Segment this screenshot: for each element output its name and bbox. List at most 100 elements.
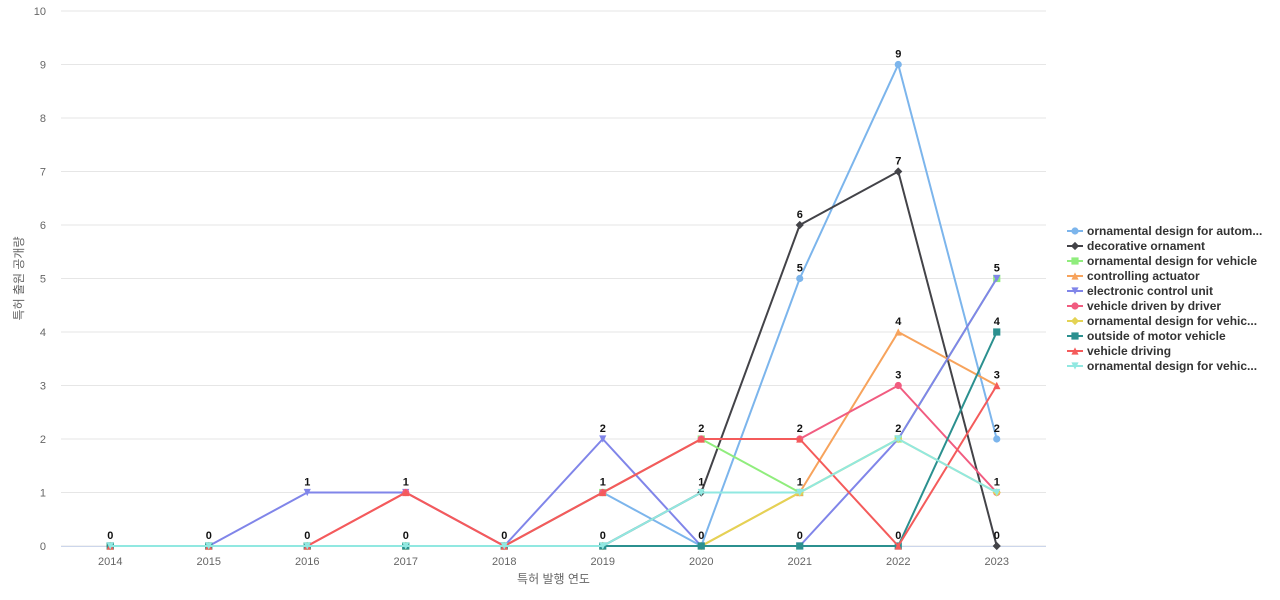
x-tick-label: 2017 [394,556,418,568]
legend-marker-icon [1071,362,1079,370]
y-tick-label: 1 [40,488,46,500]
series-5 [106,274,1001,550]
series-10 [106,435,1001,550]
y-axis: 0 1 2 3 4 5 6 7 8 9 10 [34,6,46,553]
data-point [205,542,213,550]
legend-label: vehicle driving [1087,344,1171,358]
data-point [796,488,804,497]
y-tick-label: 9 [40,60,46,72]
data-point [993,488,1001,497]
data-label: 0 [994,530,1000,542]
data-point [993,274,1001,283]
data-point [500,542,508,550]
data-point [599,542,607,550]
data-point [993,381,1001,390]
legend-label: decorative ornament [1087,239,1205,253]
legend-item[interactable]: ornamental design for vehicle [1067,254,1257,268]
data-label: 0 [698,530,704,542]
y-tick-label: 10 [34,6,46,18]
data-label: 3 [994,370,1000,382]
data-point [796,435,804,443]
data-label: 0 [797,530,803,542]
data-label: 0 [403,530,409,542]
legend-item[interactable]: controlling actuator [1067,269,1200,283]
data-point [894,167,903,176]
data-point [106,542,114,550]
legend-marker-icon [1071,227,1079,235]
data-point [402,542,410,550]
x-tick-label: 2016 [295,556,319,568]
y-tick-label: 6 [40,220,46,232]
data-label: 7 [895,156,901,168]
data-point [993,328,1001,336]
x-tick-label: 2015 [197,556,221,568]
series-line [109,277,998,547]
data-label: 0 [600,530,606,542]
data-label: 5 [994,263,1000,275]
legend-item[interactable]: decorative ornament [1067,239,1205,253]
data-label: 1 [698,477,704,489]
legend-marker-icon [1071,287,1079,295]
legend-item[interactable]: ornamental design for vehic... [1067,359,1257,373]
data-point [993,435,1001,443]
data-label: 2 [698,423,704,435]
y-tick-label: 7 [40,167,46,179]
data-label: 0 [895,530,901,542]
x-tick-label: 2020 [689,556,713,568]
series-line [109,438,998,547]
legend-label: electronic control unit [1087,284,1213,298]
data-point [303,488,311,497]
legend-item[interactable]: electronic control unit [1067,284,1213,298]
legend-item[interactable]: vehicle driving [1067,344,1171,358]
series-line [109,384,998,547]
data-label: 0 [501,530,507,542]
data-label: 2 [797,423,803,435]
x-axis-title: 특허 발행 연도 [517,571,590,586]
data-point [992,541,1001,551]
data-point [894,381,902,390]
data-label: 1 [994,477,1000,489]
data-point [697,542,705,550]
series-line [109,384,998,547]
legend-item[interactable]: ornamental design for autom... [1067,224,1262,238]
y-tick-label: 8 [40,113,46,125]
y-tick-label: 3 [40,381,46,393]
legend-label: ornamental design for autom... [1087,224,1262,238]
legend-label: controlling actuator [1087,269,1200,283]
data-point [894,60,902,69]
legend-item[interactable]: vehicle driven by driver [1067,299,1221,313]
x-tick-label: 2018 [492,556,516,568]
data-label: 5 [797,263,803,275]
series-1 [106,60,1001,550]
data-label: 0 [107,530,113,542]
data-label: 1 [797,477,803,489]
data-point [697,488,705,497]
data-label: 2 [600,423,606,435]
series-9 [106,381,1001,550]
data-point [796,274,804,283]
legend-label: ornamental design for vehic... [1087,359,1257,373]
data-point [795,220,804,230]
x-tick-label: 2022 [886,556,910,568]
series-line [109,170,998,547]
data-point [402,488,410,497]
y-tick-label: 5 [40,274,46,286]
legend-marker-icon [1071,347,1079,355]
legend-item[interactable]: outside of motor vehicle [1067,329,1226,343]
data-point [894,435,902,443]
y-tick-label: 2 [40,434,46,446]
data-point [894,328,902,336]
data-label: 1 [403,477,409,489]
x-tick-label: 2021 [788,556,812,568]
data-label: 4 [994,316,1001,328]
legend-item[interactable]: ornamental design for vehic... [1067,314,1257,328]
data-label: 4 [895,316,902,328]
legend-marker-icon [1071,332,1079,340]
legend-marker-icon [1071,257,1079,265]
data-label: 1 [304,477,310,489]
legend-marker-icon [1070,316,1080,326]
legend-label: ornamental design for vehic... [1087,314,1257,328]
data-label: 6 [797,209,803,221]
